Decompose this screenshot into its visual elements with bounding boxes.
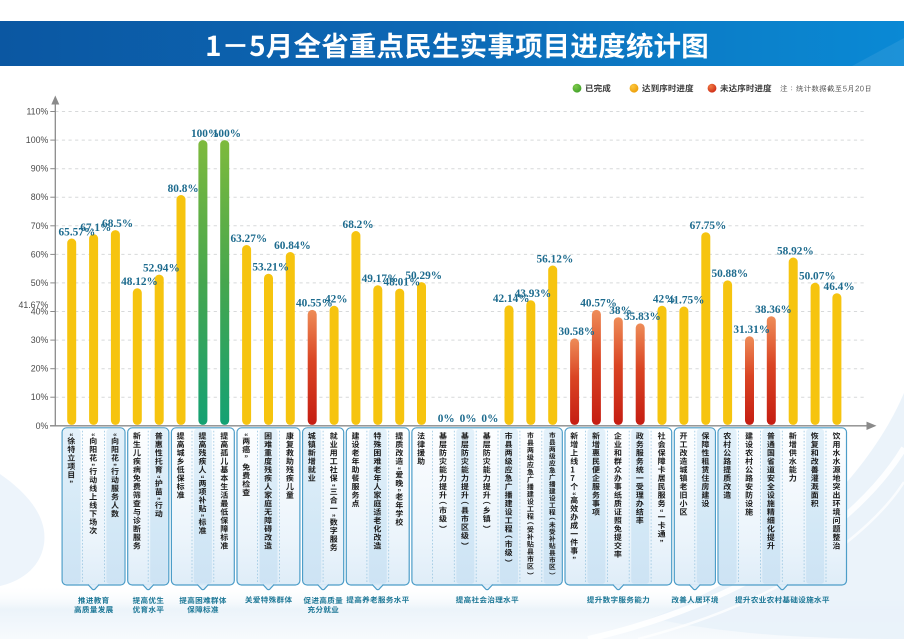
svg-text:42%: 42%	[653, 294, 676, 306]
svg-text:0%: 0%	[36, 421, 49, 431]
svg-text:50.07%: 50.07%	[799, 271, 836, 283]
svg-text:110%: 110%	[26, 107, 48, 117]
svg-text:56.12%: 56.12%	[537, 253, 574, 265]
svg-text:0%: 0%	[481, 413, 498, 425]
svg-text:35.83%: 35.83%	[624, 311, 661, 323]
svg-text:41.67%: 41.67%	[18, 300, 48, 310]
svg-text:63.27%: 63.27%	[230, 233, 267, 245]
svg-text:48.12%: 48.12%	[121, 276, 158, 288]
svg-text:46.4%: 46.4%	[824, 281, 855, 293]
svg-text:67.75%: 67.75%	[690, 220, 727, 232]
svg-text:80%: 80%	[31, 192, 49, 202]
svg-text:50.88%: 50.88%	[711, 268, 748, 280]
svg-text:48.01%: 48.01%	[384, 276, 421, 288]
svg-text:53.21%: 53.21%	[252, 262, 289, 274]
svg-text:43.93%: 43.93%	[515, 288, 552, 300]
svg-text:42%: 42%	[325, 294, 348, 306]
svg-text:40.55%: 40.55%	[296, 298, 333, 310]
svg-text:31.31%: 31.31%	[733, 324, 770, 336]
svg-text:90%: 90%	[31, 164, 49, 174]
svg-text:50.29%: 50.29%	[405, 270, 442, 282]
svg-text:67.1%: 67.1%	[80, 222, 111, 234]
svg-text:30.58%: 30.58%	[558, 326, 595, 338]
svg-text:0%: 0%	[438, 413, 455, 425]
svg-text:100%: 100%	[191, 128, 219, 140]
svg-text:65.57%: 65.57%	[59, 226, 96, 238]
svg-text:52.94%: 52.94%	[143, 262, 180, 274]
svg-text:42.14%: 42.14%	[493, 293, 530, 305]
svg-text:60%: 60%	[31, 249, 49, 259]
svg-text:68.2%: 68.2%	[343, 219, 374, 231]
svg-text:100%: 100%	[26, 135, 49, 145]
svg-text:30%: 30%	[31, 335, 49, 345]
svg-text:80.8%: 80.8%	[168, 183, 199, 195]
svg-text:50%: 50%	[31, 278, 49, 288]
svg-text:41.75%: 41.75%	[668, 294, 705, 306]
svg-text:49.17%: 49.17%	[362, 273, 399, 285]
svg-text:20%: 20%	[31, 364, 49, 374]
svg-text:68.5%: 68.5%	[102, 218, 133, 230]
svg-text:100%: 100%	[213, 128, 241, 140]
svg-text:10%: 10%	[31, 392, 49, 402]
svg-text:0%: 0%	[460, 413, 477, 425]
svg-text:60.84%: 60.84%	[274, 240, 311, 252]
svg-text:58.92%: 58.92%	[777, 245, 814, 257]
svg-text:38%: 38%	[609, 305, 632, 317]
svg-text:40%: 40%	[31, 307, 49, 317]
svg-text:70%: 70%	[31, 221, 49, 231]
svg-text:40.57%: 40.57%	[580, 298, 617, 310]
svg-text:38.36%: 38.36%	[755, 304, 792, 316]
